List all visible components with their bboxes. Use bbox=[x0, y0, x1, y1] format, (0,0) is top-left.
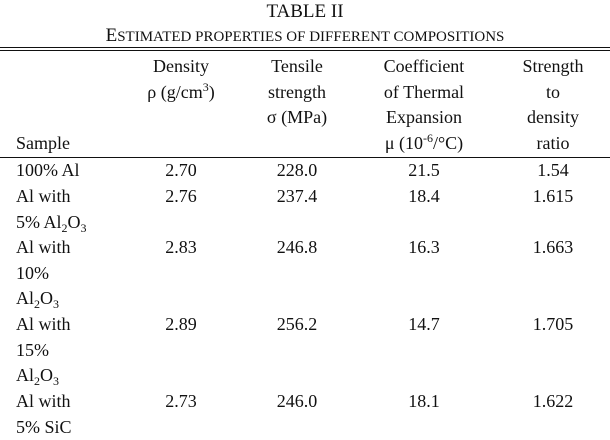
table-title-initial: E bbox=[105, 25, 118, 46]
row-3-ratio: 1.663 bbox=[532, 237, 574, 257]
header-ratio-line2: to bbox=[545, 81, 560, 102]
row-3-sample: Al with 10% Al2O3 bbox=[16, 237, 71, 311]
row-5-density: 2.73 bbox=[165, 391, 197, 411]
row-3-tensile: 246.8 bbox=[276, 237, 318, 257]
header-density-line1: Density bbox=[153, 56, 209, 76]
header-tensile-strength: Tensile strength σ (MPa) bbox=[237, 54, 357, 131]
row-4-sample: Al with 15% Al2O3 bbox=[16, 314, 71, 388]
top-rule bbox=[0, 47, 610, 48]
row-1-density: 2.70 bbox=[165, 160, 197, 180]
row-4-density: 2.89 bbox=[165, 314, 197, 334]
header-tensile-line2: strength bbox=[268, 81, 326, 102]
header-cte-line4: μ (10-6/°C) bbox=[384, 130, 464, 153]
row-5-tensile: 246.0 bbox=[276, 391, 318, 411]
header-tensile-line1: Tensile bbox=[271, 56, 323, 76]
header-tensile-line3: σ (MPa) bbox=[266, 107, 328, 127]
row-5-ratio: 1.622 bbox=[532, 391, 574, 411]
row-1-cte: 21.5 bbox=[408, 160, 440, 180]
row-1-tensile: 228.0 bbox=[276, 160, 318, 180]
header-ratio-line4: ratio bbox=[536, 132, 570, 153]
row-3-cte: 16.3 bbox=[408, 237, 440, 257]
header-cte-line1: Coefficient bbox=[383, 56, 465, 76]
table-number: TABLE II bbox=[266, 1, 344, 22]
top-rule-double bbox=[0, 50, 610, 51]
header-density-line2: ρ (g/cm3) bbox=[147, 79, 215, 102]
row-3-density: 2.83 bbox=[165, 237, 197, 257]
row-2-cte: 18.4 bbox=[408, 186, 440, 206]
row-4-ratio: 1.705 bbox=[532, 314, 574, 334]
table-title-rest: STIMATED PROPERTIES OF DIFFERENT COMPOSI… bbox=[117, 29, 505, 45]
header-cte-line3: Expansion bbox=[386, 107, 462, 127]
row-5-cte: 18.1 bbox=[408, 391, 440, 411]
row-2-density: 2.76 bbox=[165, 186, 197, 206]
header-ratio-line1: Strength bbox=[522, 56, 584, 76]
table-title: ESTIMATED PROPERTIES OF DIFFERENT COMPOS… bbox=[0, 25, 610, 48]
header-cte-line2: of Thermal bbox=[383, 81, 465, 102]
row-2-tensile: 237.4 bbox=[276, 186, 318, 206]
row-2-ratio: 1.615 bbox=[532, 186, 574, 206]
header-sample: Sample bbox=[16, 133, 70, 153]
row-4-tensile: 256.2 bbox=[276, 314, 318, 334]
row-4-cte: 14.7 bbox=[408, 314, 440, 334]
row-1-sample: 100% Al bbox=[16, 160, 80, 180]
header-strength-density-ratio: Strength to density ratio bbox=[493, 54, 610, 156]
header-density: Density ρ (g/cm3) bbox=[121, 54, 241, 105]
header-rule bbox=[0, 157, 610, 158]
header-thermal-expansion: Coefficient of Thermal Expansion μ (10-6… bbox=[349, 54, 499, 156]
row-1-ratio: 1.54 bbox=[537, 160, 569, 180]
row-5-sample: Al with 5% SiC bbox=[16, 391, 72, 437]
row-2-sample: Al with 5% Al2O3 bbox=[16, 186, 87, 235]
header-ratio-line3: density bbox=[527, 107, 579, 127]
